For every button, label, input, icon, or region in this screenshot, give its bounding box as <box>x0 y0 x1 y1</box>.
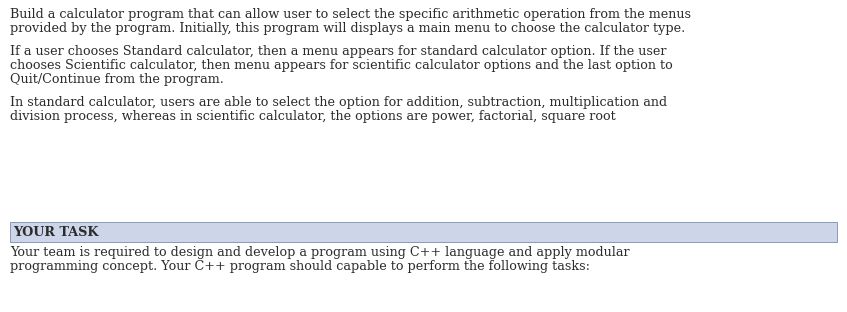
Text: programming concept. Your C++ program should capable to perform the following ta: programming concept. Your C++ program sh… <box>10 260 590 273</box>
Text: Your team is required to design and develop a program using C++ language and app: Your team is required to design and deve… <box>10 246 629 259</box>
Text: Quit/Continue from the program.: Quit/Continue from the program. <box>10 73 224 86</box>
Text: If a user chooses Standard calculator, then a menu appears for standard calculat: If a user chooses Standard calculator, t… <box>10 45 667 58</box>
Text: In standard calculator, users are able to select the option for addition, subtra: In standard calculator, users are able t… <box>10 96 667 109</box>
Text: chooses Scientific calculator, then menu appears for scientific calculator optio: chooses Scientific calculator, then menu… <box>10 59 673 72</box>
Text: provided by the program. Initially, this program will displays a main menu to ch: provided by the program. Initially, this… <box>10 22 685 35</box>
Text: YOUR TASK: YOUR TASK <box>13 226 98 238</box>
Text: Build a calculator program that can allow user to select the specific arithmetic: Build a calculator program that can allo… <box>10 8 691 21</box>
Text: division process, whereas in scientific calculator, the options are power, facto: division process, whereas in scientific … <box>10 110 616 123</box>
